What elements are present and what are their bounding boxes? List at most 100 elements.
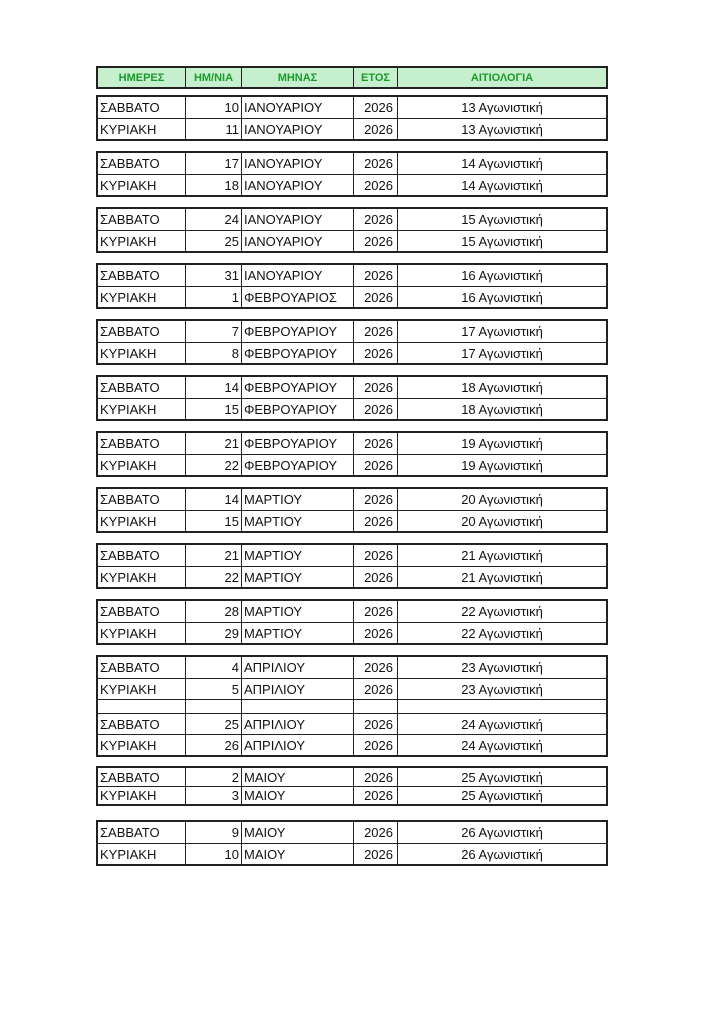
- week-group: ΣΑΒΒΑΤΟ 14 ΜΑΡΤΙΟΥ 2026 20 Αγωνιστική ΚΥΡΙΑΚΗ…: [96, 487, 608, 533]
- table-row: ΣΑΒΒΑΤΟ 25 ΑΠΡΙΛΙΟΥ 2026 24 Αγωνιστική: [98, 713, 606, 734]
- cell-year: 2026: [354, 768, 398, 786]
- header-table: ΗΜΕΡΕΣ ΗΜ/ΝΙΑ ΜΗΝΑΣ ΕΤΟΣ ΑΙΤΙΟΛΟΓΙΑ: [96, 66, 608, 89]
- cell-month: ΙΑΝΟΥΑΡΙΟΥ: [242, 209, 354, 230]
- cell-day: ΚΥΡΙΑΚΗ: [98, 287, 186, 307]
- cell-month: ΜΑΙΟΥ: [242, 844, 354, 864]
- cell-month: ΜΑΡΤΙΟΥ: [242, 545, 354, 566]
- cell-reason: 25 Αγωνιστική: [461, 788, 543, 803]
- cell-year: 2026: [354, 623, 398, 643]
- cell-month: [242, 700, 354, 713]
- cell-date: 1: [186, 287, 242, 307]
- cell-day: ΣΑΒΒΑΤΟ: [98, 657, 186, 678]
- cell-year: 2026: [354, 153, 398, 174]
- cell-month: ΜΑΡΤΙΟΥ: [242, 567, 354, 587]
- cell-date: 25: [186, 714, 242, 734]
- cell-month: ΦΕΒΡΟΥΑΡΙΟΥ: [242, 343, 354, 363]
- cell-day: ΣΑΒΒΑΤΟ: [98, 601, 186, 622]
- cell-day: ΚΥΡΙΑΚΗ: [98, 679, 186, 699]
- week-group: ΣΑΒΒΑΤΟ 4 ΑΠΡΙΛΙΟΥ 2026 23 Αγωνιστική ΚΥΡΙΑΚΗ…: [96, 655, 608, 757]
- cell-day: ΚΥΡΙΑΚΗ: [98, 567, 186, 587]
- cell-day: ΣΑΒΒΑΤΟ: [98, 97, 186, 118]
- cell-date: 10: [186, 97, 242, 118]
- cell-date: 22: [186, 567, 242, 587]
- cell-month: ΙΑΝΟΥΑΡΙΟΥ: [242, 265, 354, 286]
- cell-day: ΚΥΡΙΑΚΗ: [98, 787, 186, 804]
- week-group: ΣΑΒΒΑΤΟ 9 ΜΑΙΟΥ 2026 26 Αγωνιστική ΚΥΡΙΑΚΗ 10 Μ…: [96, 820, 608, 866]
- cell-day: ΣΑΒΒΑΤΟ: [98, 822, 186, 843]
- cell-reason: 21 Αγωνιστική: [461, 548, 543, 563]
- cell-day: ΣΑΒΒΑΤΟ: [98, 714, 186, 734]
- cell-year: 2026: [354, 455, 398, 475]
- cell-day: ΚΥΡΙΑΚΗ: [98, 735, 186, 755]
- cell-date: 21: [186, 433, 242, 454]
- cell-month: ΜΑΡΤΙΟΥ: [242, 489, 354, 510]
- cell-reason: 13 Αγωνιστική: [461, 121, 543, 137]
- cell-reason: 18 Αγωνιστική: [461, 380, 543, 395]
- cell-day: ΣΑΒΒΑΤΟ: [98, 545, 186, 566]
- table-row: ΣΑΒΒΑΤΟ 21 ΦΕΒΡΟΥΑΡΙΟΥ 2026 19 Αγωνιστική: [98, 433, 606, 454]
- cell-day: ΚΥΡΙΑΚΗ: [98, 623, 186, 643]
- cell-date: 15: [186, 511, 242, 531]
- cell-day: ΚΥΡΙΑΚΗ: [98, 844, 186, 864]
- cell-date: 9: [186, 822, 242, 843]
- cell-date: 31: [186, 265, 242, 286]
- cell-reason: 25 Αγωνιστική: [461, 769, 543, 785]
- table-row: ΣΑΒΒΑΤΟ 21 ΜΑΡΤΙΟΥ 2026 21 Αγωνιστική: [98, 545, 606, 566]
- cell-reason: 24 Αγωνιστική: [461, 716, 543, 732]
- cell-day: ΚΥΡΙΑΚΗ: [98, 399, 186, 419]
- cell-month: ΦΕΒΡΟΥΑΡΙΟΥ: [242, 455, 354, 475]
- table-row: ΣΑΒΒΑΤΟ 7 ΦΕΒΡΟΥΑΡΙΟΥ 2026 17 Αγωνιστική: [98, 321, 606, 342]
- cell-day: ΚΥΡΙΑΚΗ: [98, 511, 186, 531]
- cell-month: ΑΠΡΙΛΙΟΥ: [242, 714, 354, 734]
- cell-year: 2026: [354, 265, 398, 286]
- cell-year: 2026: [354, 657, 398, 678]
- table-row: ΣΑΒΒΑΤΟ 31 ΙΑΝΟΥΑΡΙΟΥ 2026 16 Αγωνιστική: [98, 265, 606, 286]
- cell-day: ΣΑΒΒΑΤΟ: [98, 153, 186, 174]
- cell-date: 14: [186, 489, 242, 510]
- cell-reason: 20 Αγωνιστική: [461, 513, 543, 529]
- table-row: ΚΥΡΙΑΚΗ 15 ΦΕΒΡΟΥΑΡΙΟΥ 2026 18 Αγωνιστική: [98, 398, 606, 419]
- cell-month: ΙΑΝΟΥΑΡΙΟΥ: [242, 97, 354, 118]
- cell-reason: 22 Αγωνιστική: [461, 604, 543, 619]
- cell-month: ΜΑΡΤΙΟΥ: [242, 511, 354, 531]
- cell-year: 2026: [354, 844, 398, 864]
- cell-month: ΑΠΡΙΛΙΟΥ: [242, 679, 354, 699]
- cell-date: [186, 700, 242, 713]
- cell-day: [98, 700, 186, 713]
- cell-date: 4: [186, 657, 242, 678]
- cell-date: 26: [186, 735, 242, 755]
- cell-day: ΣΑΒΒΑΤΟ: [98, 489, 186, 510]
- week-group: ΣΑΒΒΑΤΟ 2 ΜΑΙΟΥ 2026 25 Αγωνιστική ΚΥΡΙΑΚΗ 3 ΜΑ…: [96, 766, 608, 806]
- table-row: ΚΥΡΙΑΚΗ 10 ΜΑΙΟΥ 2026 26 Αγωνιστική: [98, 843, 606, 864]
- cell-year: 2026: [354, 287, 398, 307]
- cell-year: 2026: [354, 231, 398, 251]
- table-row: ΣΑΒΒΑΤΟ 28 ΜΑΡΤΙΟΥ 2026 22 Αγωνιστική: [98, 601, 606, 622]
- week-group: ΣΑΒΒΑΤΟ 7 ΦΕΒΡΟΥΑΡΙΟΥ 2026 17 Αγωνιστική ΚΥΡΙ…: [96, 319, 608, 365]
- cell-day: ΣΑΒΒΑΤΟ: [98, 377, 186, 398]
- table-row: ΚΥΡΙΑΚΗ 22 ΦΕΒΡΟΥΑΡΙΟΥ 2026 19 Αγωνιστική: [98, 454, 606, 475]
- cell-date: 3: [186, 787, 242, 804]
- cell-reason: 16 Αγωνιστική: [461, 289, 543, 305]
- week-group: ΣΑΒΒΑΤΟ 21 ΜΑΡΤΙΟΥ 2026 21 Αγωνιστική ΚΥΡΙΑΚΗ…: [96, 543, 608, 589]
- table-row: ΣΑΒΒΑΤΟ 14 ΦΕΒΡΟΥΑΡΙΟΥ 2026 18 Αγωνιστική: [98, 377, 606, 398]
- cell-reason: 20 Αγωνιστική: [461, 492, 543, 507]
- cell-year: 2026: [354, 399, 398, 419]
- cell-year: 2026: [354, 175, 398, 195]
- cell-date: 2: [186, 768, 242, 786]
- cell-month: ΑΠΡΙΛΙΟΥ: [242, 657, 354, 678]
- cell-day: ΚΥΡΙΑΚΗ: [98, 455, 186, 475]
- table-row: ΚΥΡΙΑΚΗ 25 ΙΑΝΟΥΑΡΙΟΥ 2026 15 Αγωνιστική: [98, 230, 606, 251]
- cell-date: 14: [186, 377, 242, 398]
- cell-reason: 14 Αγωνιστική: [461, 156, 543, 171]
- cell-month: ΦΕΒΡΟΥΑΡΙΟΥ: [242, 377, 354, 398]
- cell-year: 2026: [354, 822, 398, 843]
- table-row: ΚΥΡΙΑΚΗ 22 ΜΑΡΤΙΟΥ 2026 21 Αγωνιστική: [98, 566, 606, 587]
- cell-year: 2026: [354, 489, 398, 510]
- cell-date: 17: [186, 153, 242, 174]
- cell-month: ΜΑΙΟΥ: [242, 822, 354, 843]
- cell-date: 8: [186, 343, 242, 363]
- cell-reason: 23 Αγωνιστική: [461, 681, 543, 697]
- cell-month: ΜΑΡΤΙΟΥ: [242, 601, 354, 622]
- cell-reason: 26 Αγωνιστική: [461, 825, 543, 840]
- cell-reason: 17 Αγωνιστική: [461, 345, 543, 361]
